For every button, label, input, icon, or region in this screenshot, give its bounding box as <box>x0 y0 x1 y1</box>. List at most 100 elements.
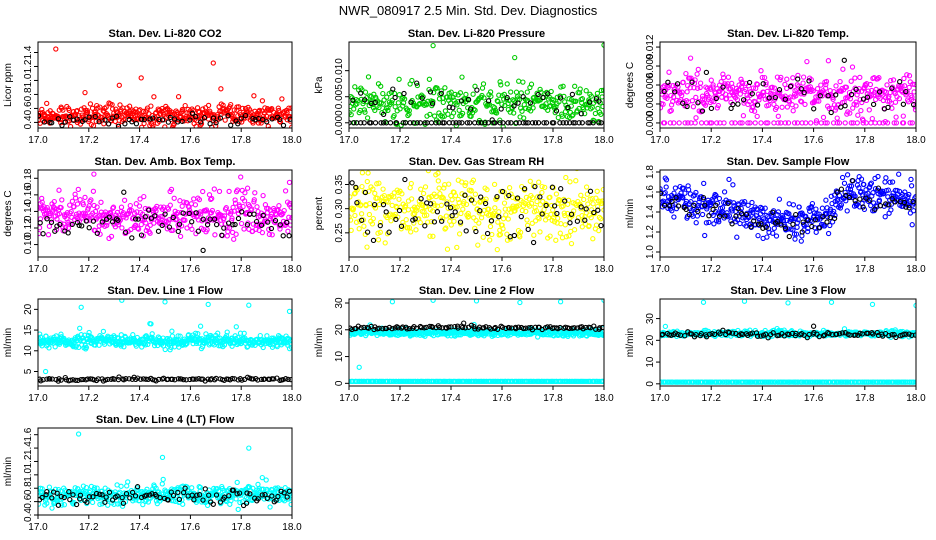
data-point-reference <box>178 376 184 382</box>
data-point-all <box>802 101 808 108</box>
data-point-reference <box>269 116 275 122</box>
data-point-all <box>454 102 460 108</box>
data-point-all <box>665 84 671 91</box>
data-point-all <box>844 95 851 101</box>
data-point-all <box>440 195 446 201</box>
data-point-all <box>171 195 177 201</box>
data-point-all <box>896 188 903 195</box>
data-point-all <box>195 217 202 223</box>
data-point-reference <box>251 211 257 217</box>
data-point-all <box>420 190 427 197</box>
data-point-all <box>377 229 383 235</box>
data-point-reference <box>465 96 472 103</box>
data-point-all <box>794 224 800 230</box>
page-title: NWR_080917 2.5 Min. Std. Dev. Diagnostic… <box>339 3 598 18</box>
data-point-reference <box>123 376 129 382</box>
y-tick-label: 0.005 <box>334 84 345 109</box>
data-point-all <box>535 214 541 221</box>
data-point-all <box>361 223 367 229</box>
data-point-all <box>384 94 390 100</box>
data-point-all <box>476 220 482 226</box>
data-point-all <box>527 178 533 184</box>
x-tick-label: 18.0 <box>594 264 614 275</box>
data-point-all <box>232 197 238 203</box>
data-point-reference <box>809 223 815 230</box>
outlier-point <box>286 308 292 315</box>
data-point-all <box>97 104 103 110</box>
data-point-reference <box>708 105 715 112</box>
data-point-reference <box>193 376 199 382</box>
data-point-all <box>352 212 358 219</box>
data-point-all <box>138 75 144 81</box>
data-point-zero <box>400 120 406 126</box>
data-point-reference <box>283 376 289 382</box>
data-point-all <box>241 198 248 204</box>
data-point-reference <box>287 116 292 122</box>
data-point-reference <box>386 324 393 331</box>
data-point-all <box>281 207 287 214</box>
data-point-zero <box>417 120 423 126</box>
data-point-zero <box>907 120 913 126</box>
data-point-all <box>349 227 354 234</box>
data-point-all <box>434 85 440 91</box>
data-point-reference <box>806 78 812 84</box>
data-point-reference <box>83 218 89 224</box>
data-point-reference <box>848 91 855 98</box>
y-tick-label: 0.16 <box>23 185 34 205</box>
data-point-all <box>358 202 364 208</box>
data-point-zero <box>778 120 784 126</box>
data-point-zero <box>478 120 485 126</box>
data-point-all <box>882 179 888 185</box>
data-point-reference <box>361 324 367 331</box>
data-point-all <box>237 109 243 116</box>
data-point-all <box>259 229 266 236</box>
data-point-reference <box>686 211 692 218</box>
outlier-point <box>246 302 252 308</box>
data-point-all <box>281 127 285 128</box>
data-point-reference <box>102 377 109 383</box>
data-point-all <box>486 206 492 212</box>
data-point-all <box>179 203 185 209</box>
data-point-reference <box>582 217 588 223</box>
data-point-reference <box>210 115 217 121</box>
data-point-reference <box>90 218 97 224</box>
data-point-reference <box>900 101 907 107</box>
data-point-all <box>162 124 168 128</box>
data-point-reference <box>754 102 761 108</box>
data-point-all <box>786 99 793 105</box>
data-point-reference <box>286 233 292 239</box>
data-point-reference <box>159 222 165 229</box>
data-point-all <box>823 78 830 85</box>
data-point-all <box>818 82 824 88</box>
data-point-reference <box>867 197 873 203</box>
data-point-all <box>699 204 705 210</box>
data-point-reference <box>205 376 211 382</box>
data-point-all <box>592 210 598 217</box>
data-point-reference <box>733 213 739 219</box>
data-point-all <box>857 204 863 210</box>
data-point-all <box>798 238 804 244</box>
data-point-all <box>426 76 433 82</box>
data-point-all <box>351 191 358 197</box>
data-point-all <box>761 74 768 81</box>
outlier-point <box>512 54 518 61</box>
data-point-all <box>833 83 839 89</box>
data-point-reference <box>892 199 898 205</box>
x-tick-label: 17.2 <box>701 135 721 146</box>
data-point-all <box>209 195 215 202</box>
data-point-reference <box>857 196 863 202</box>
data-point-all <box>843 198 849 204</box>
data-point-all <box>584 191 591 197</box>
data-point-all <box>754 81 760 87</box>
data-point-reference <box>763 224 769 230</box>
data-point-reference <box>849 177 855 184</box>
data-point-all <box>456 231 463 237</box>
data-point-all <box>503 212 509 218</box>
data-point-all <box>694 213 701 219</box>
outlier-point <box>162 299 168 305</box>
data-point-all <box>365 170 371 176</box>
data-point-zero <box>492 120 498 126</box>
data-point-all <box>682 203 689 209</box>
data-point-all <box>118 204 125 210</box>
data-point-all <box>476 210 482 216</box>
